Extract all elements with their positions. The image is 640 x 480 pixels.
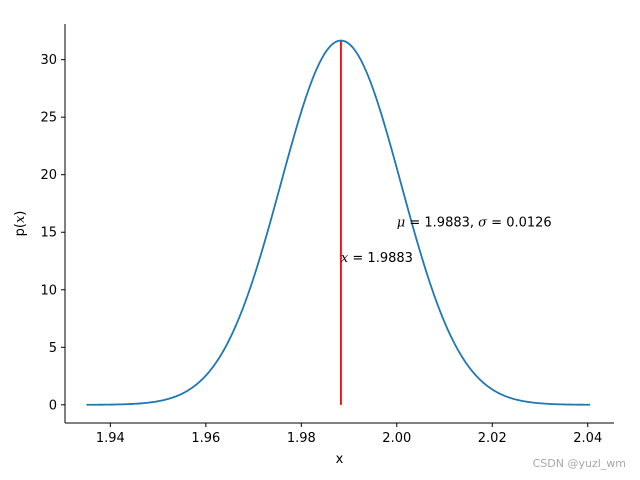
y-axis-label-prefix: p( <box>13 223 28 236</box>
x-value: = 1.9883 <box>348 251 413 266</box>
x-axis-ticks: 1.94 1.96 1.98 2.00 2.02 2.04 <box>96 423 602 446</box>
x-tick-label: 2.02 <box>478 431 507 446</box>
mu-symbol: μ <box>397 215 405 230</box>
y-axis-label-variable: x <box>13 215 28 223</box>
x-axis-label: x <box>336 452 344 467</box>
y-axis-label-suffix: ) <box>13 211 28 216</box>
x-tick-label: 2.00 <box>382 431 411 446</box>
sigma-symbol: σ <box>478 215 488 230</box>
x-tick-label: 2.04 <box>573 431 602 446</box>
mu-value: = 1.9883, <box>405 215 478 230</box>
x-symbol: x <box>341 251 349 266</box>
x-tick-label: 1.96 <box>191 431 220 446</box>
y-axis-label: p(x) <box>13 211 28 237</box>
y-tick-label: 15 <box>40 226 57 241</box>
x-tick-label: 1.94 <box>96 431 125 446</box>
pdf-curve-line <box>86 39 591 406</box>
parameters-annotation: μ = 1.9883, σ = 0.0126 <box>397 215 552 230</box>
y-tick-label: 20 <box>40 168 57 183</box>
y-tick-label: 30 <box>40 53 57 68</box>
x-tick-label: 1.98 <box>287 431 316 446</box>
y-tick-label: 5 <box>49 341 57 356</box>
y-axis-ticks: 0 5 10 15 20 25 30 <box>40 53 65 413</box>
watermark-text: CSDN @yuzl_wm <box>532 457 626 470</box>
y-tick-label: 0 <box>49 398 57 413</box>
mean-line-annotation: x = 1.9883 <box>341 251 413 266</box>
sigma-value: = 0.0126 <box>487 215 552 230</box>
y-tick-label: 25 <box>40 111 57 126</box>
y-tick-label: 10 <box>40 283 57 298</box>
